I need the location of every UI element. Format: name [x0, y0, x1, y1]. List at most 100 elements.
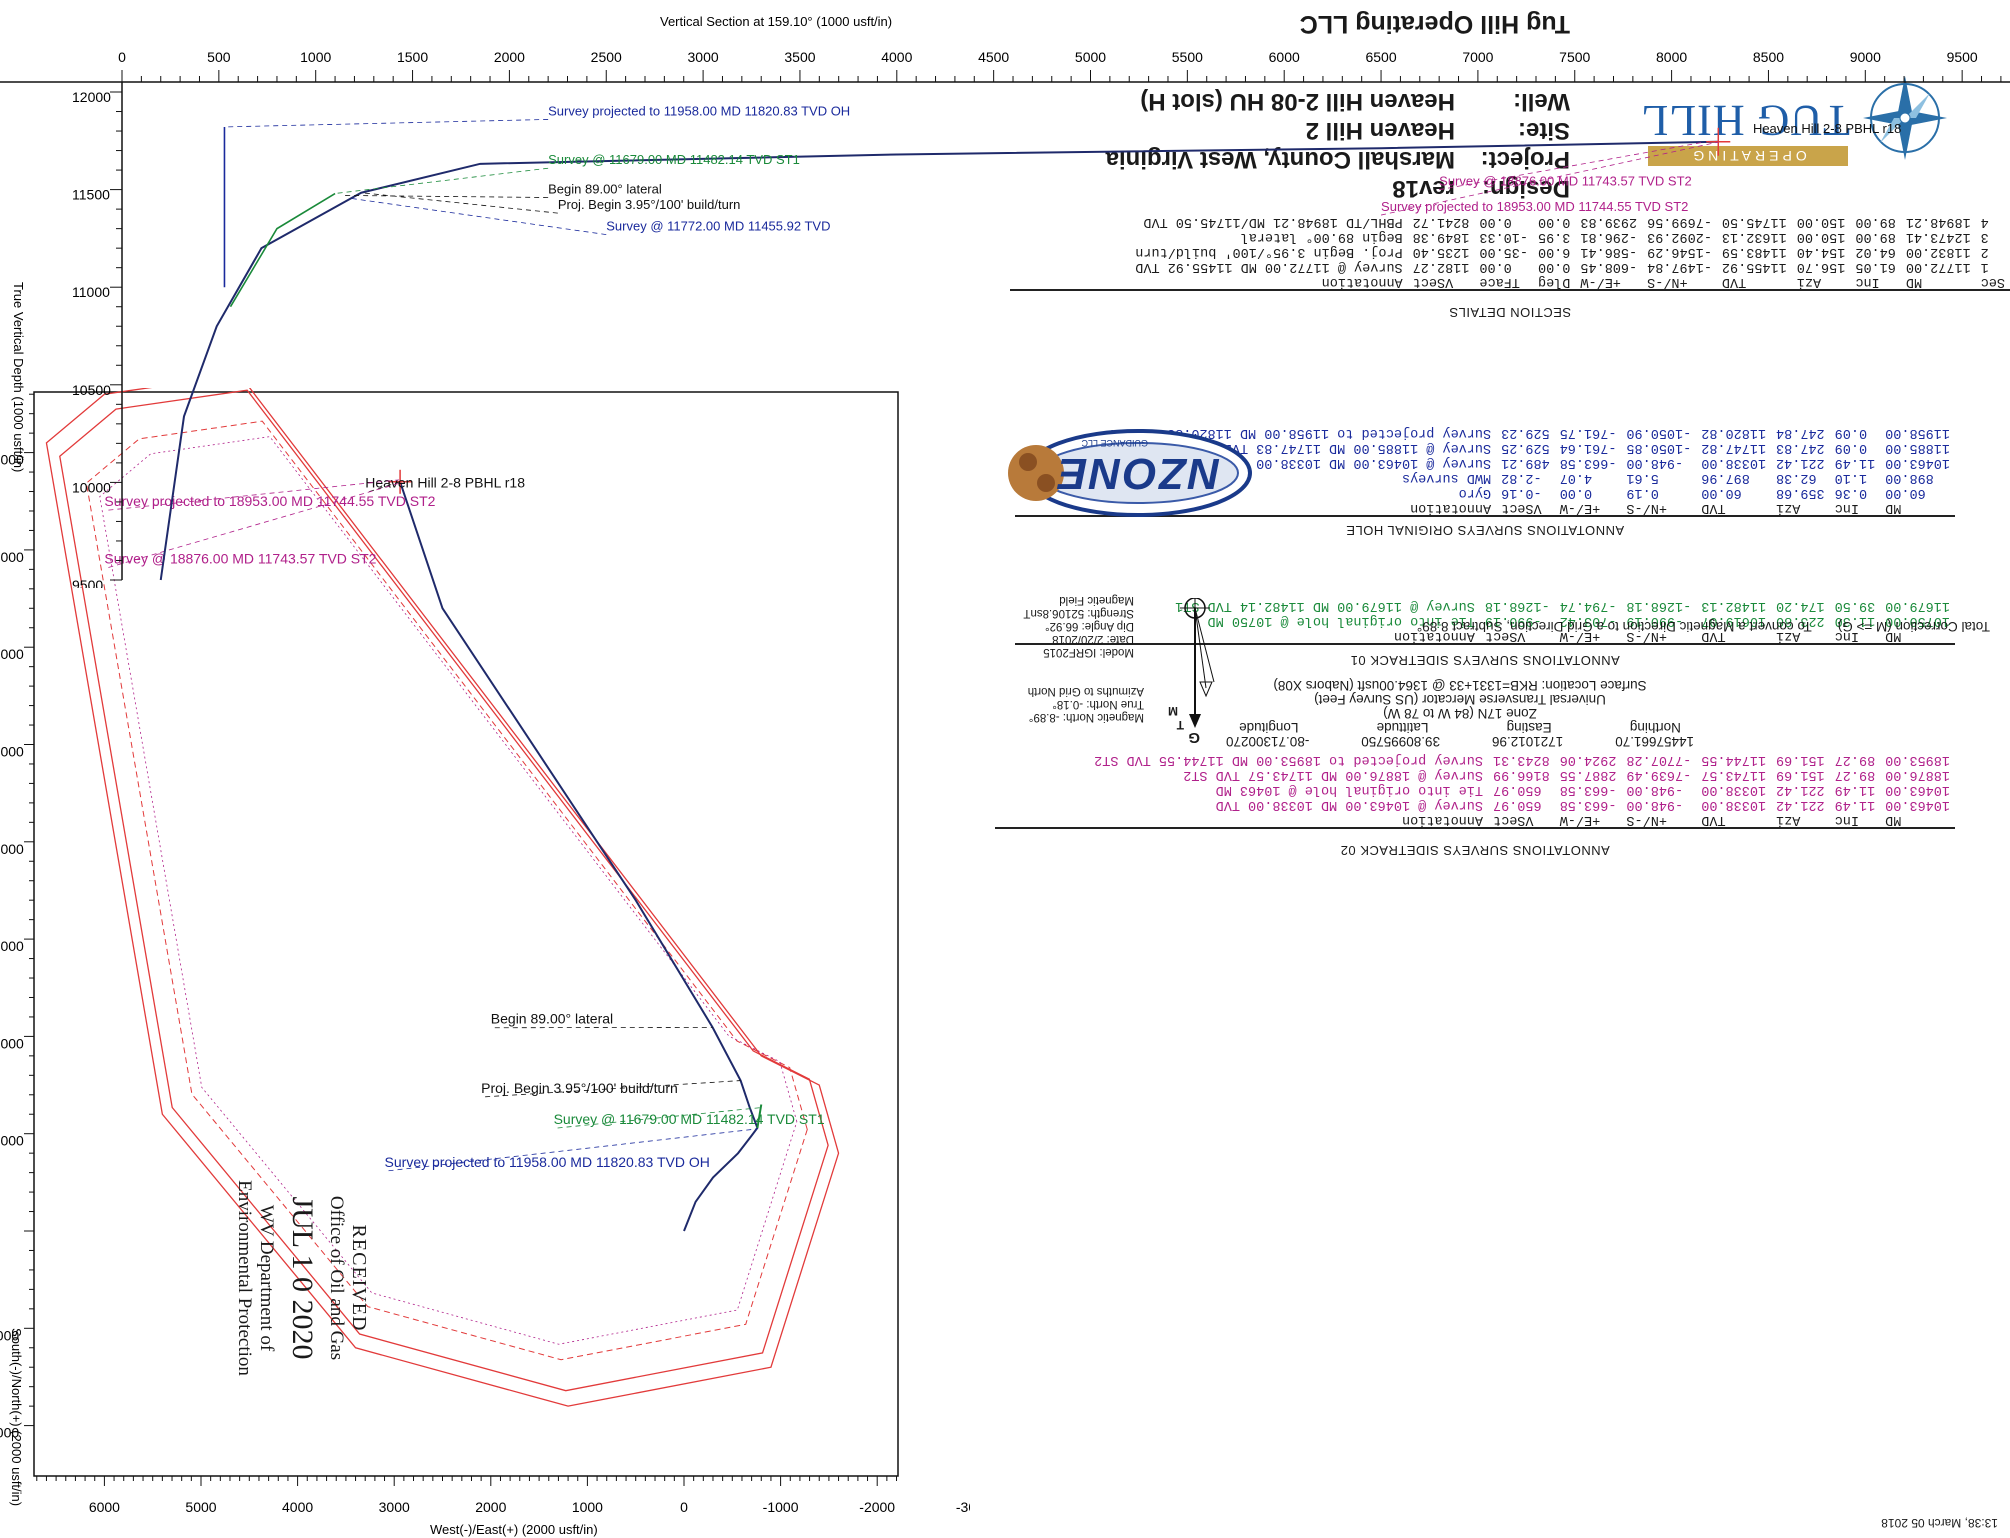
leader-line: [1380, 141, 1719, 216]
vs-x-tick-label: 7500: [1559, 49, 1590, 65]
column-header: +E/-W: [1559, 812, 1601, 827]
table-cell: -663.58: [1559, 797, 1617, 812]
lease-setback-pink: [99, 436, 798, 1345]
northing-label: Northing: [1629, 720, 1681, 735]
table-cell: 650.97: [1493, 782, 1542, 797]
vs-x-tick-label: 7000: [1462, 49, 1493, 65]
column-header: Annotation: [1401, 812, 1483, 827]
table-cell: 221.42: [1776, 782, 1825, 797]
dip-angle: Dip Angle: 66.92°: [1045, 620, 1134, 632]
y-tick-label: -1000: [0, 1133, 24, 1149]
sidetrack-02-annotations: ANNOTATIONS SURVEYS SIDETRACK 02 MD Inc Az…: [995, 752, 1955, 858]
plan-view-chart: -3000 -2000 -1000 0 1000 2000 3000 4000 5000 6000…: [0, 374, 992, 1538]
table-cell: 89.27: [1834, 767, 1876, 782]
sidetrack-01-path-plan: [756, 1104, 763, 1129]
table-cell: 18953.00: [1885, 752, 1950, 767]
column-header: VSect: [1493, 812, 1534, 827]
compass-rose-icon: [1863, 76, 1947, 160]
plan-annotation-lateral: Begin 89.00° lateral: [491, 1011, 613, 1027]
sidetrack-02-table: MD Inc Azi TVD +N/-S +E/-W VSect Annotation 1046…: [1089, 752, 1955, 827]
y-tick-label: -8000: [0, 452, 24, 468]
true-north-label: T: [1176, 718, 1184, 732]
x-tick-label: -1000: [763, 1499, 799, 1515]
table-cell: 11679.00: [1885, 598, 1950, 613]
y-tick-label: 1000: [0, 1327, 19, 1343]
easting-value: 1721012.96: [1491, 734, 1564, 749]
x-tick-label: 2000: [475, 1499, 506, 1515]
latitude-value: 39.80995750: [1361, 734, 1441, 749]
x-tick-label: 3000: [379, 1499, 410, 1515]
stamp-received: RECEIVED: [348, 1224, 370, 1332]
column-header: Inc: [1834, 812, 1859, 827]
table-header-row: MD Inc Azi TVD +N/-S +E/-W VSect Annotation: [1089, 812, 1955, 827]
table-cell: -1268.18: [1484, 598, 1550, 613]
x-tick-label: 5000: [185, 1499, 216, 1515]
received-stamp: RECEIVED Office of Oil and Gas JUL 1 0 2…: [230, 1118, 370, 1438]
vs-x-tick-label: 8000: [1656, 49, 1687, 65]
magnetic-field-title: Magnetic Field: [1059, 594, 1134, 606]
total-correction: Total Correction (M => G) To convert a M…: [1416, 619, 1990, 634]
table-cell: 11482.13: [1701, 598, 1767, 613]
plan-annotation-buildturn: Proj. Begin 3.95°/100' build/turn: [481, 1080, 678, 1096]
table-cell: 8243.31: [1493, 752, 1550, 767]
timestamp: 13:38, March 05 2018: [1881, 1516, 1998, 1530]
plan-annotation-proj_oh: Survey projected to 11958.00 MD 11820.83…: [385, 1154, 710, 1170]
north-arrow: G T M: [1150, 597, 1240, 748]
vs-annotation-proj_st2: Survey projected to 18953.00 MD 11744.55…: [1381, 199, 1688, 214]
y-tick-label: -7000: [0, 549, 24, 565]
table-cell: Survey @ 10463.00 MD 10338.00 TVD: [1215, 797, 1483, 812]
vs-y-tick-label: 11500: [72, 187, 110, 203]
leader-line: [108, 479, 400, 511]
stamp-date: JUL 1 0 2020: [286, 1196, 319, 1360]
column-header: MD: [1885, 812, 1902, 827]
table-cell: 11.49: [1834, 782, 1876, 797]
table-row: 18953.00 89.27 151.69 11744.55 -7707.28 2924.…: [1089, 752, 1955, 767]
y-tick-label: 2000: [0, 1425, 19, 1441]
vs-x-tick-label: 0: [118, 49, 126, 65]
plan-annotation-survey_st1: Survey @ 11679.00 MD 11482.14 TVD ST1: [554, 1111, 825, 1127]
vs-x-tick-label: 9000: [1850, 49, 1881, 65]
table-cell: Survey projected to 18953.00 MD 11744.55…: [1094, 752, 1483, 767]
vs-y-axis-label: True Vertical Depth (1000 usft/in): [11, 282, 26, 472]
vs-x-tick-label: 5500: [1172, 49, 1203, 65]
table-cell: 10338.00: [1701, 797, 1767, 812]
stamp-department-sub: Environmental Protection: [234, 1180, 255, 1376]
leader-line: [350, 197, 607, 235]
magnetic-north-value: Magnetic North: -8.89°: [1028, 711, 1144, 723]
lease-setback: [85, 420, 808, 1361]
north-arrow-icon: [1180, 597, 1215, 728]
table-cell: 11743.57: [1701, 767, 1767, 782]
table-cell: 10463.00: [1885, 782, 1950, 797]
company-logo: [1810, 48, 1950, 178]
table-row: 11679.00 39.50 174.20 11482.13 -1268.18 -794.…: [1170, 598, 1955, 613]
table-cell: -948.00: [1626, 782, 1684, 797]
latitude-label: Latittude: [1376, 720, 1429, 735]
surface-location-text: Surface Location: RKB=1331+33 @ 1364.00u…: [1273, 678, 1647, 693]
sidetrack-02-title: ANNOTATIONS SURVEYS SIDETRACK 02: [1340, 843, 1610, 858]
y-tick-label: -3000: [0, 938, 24, 954]
vs-x-tick-label: 6500: [1365, 49, 1396, 65]
vs-annotation-lateral: Begin 89.00° lateral: [548, 182, 662, 197]
table-cell: 650.97: [1493, 797, 1542, 812]
table-cell: 89.27: [1834, 752, 1876, 767]
table-cell: 221.42: [1776, 797, 1825, 812]
northing-value: 14457661.70: [1615, 734, 1695, 749]
leader-line: [485, 1080, 741, 1098]
table-cell: 151.69: [1776, 752, 1825, 767]
table-cell: -948.00: [1626, 797, 1684, 812]
leader-line: [388, 1128, 758, 1172]
leader-line: [361, 192, 558, 214]
vs-annotation-proj_oh: Survey projected to 11958.00 MD 11820.83…: [548, 103, 850, 118]
table-cell: 11.49: [1834, 797, 1876, 812]
vs-y-tick-label: 10500: [72, 382, 111, 398]
vs-x-tick-label: 2500: [591, 49, 622, 65]
vs-x-tick-label: 6000: [1269, 49, 1300, 65]
table-cell: 10463.00: [1885, 797, 1950, 812]
leader-line: [369, 481, 401, 493]
stamp-department: WV Department of: [256, 1204, 277, 1352]
vs-y-tick-label: 10000: [72, 479, 111, 495]
azimuth-info: Azimuths to Grid North True North: -0.18…: [1028, 684, 1144, 723]
vs-x-tick-label: 2000: [494, 49, 525, 65]
table-cell: 11744.55: [1701, 752, 1767, 767]
x-tick-label: 1000: [572, 1499, 603, 1515]
